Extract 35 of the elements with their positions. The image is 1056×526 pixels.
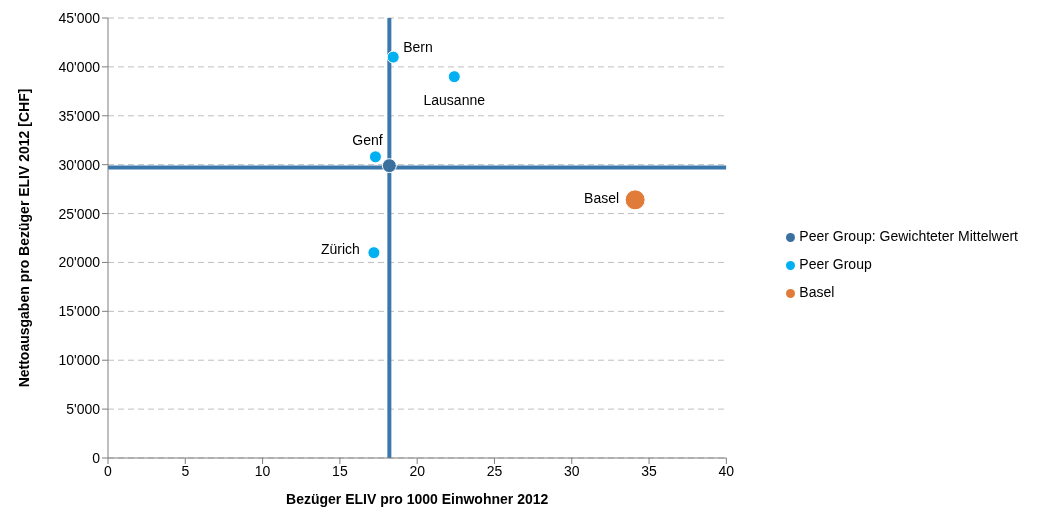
y-tick-label: 0 <box>92 449 101 466</box>
x-tick-label: 40 <box>718 462 735 479</box>
annotation: Lausanne <box>423 91 486 108</box>
y-tick-label: 40'000 <box>58 58 101 75</box>
y-tick-label: 35'000 <box>58 107 101 124</box>
x-tick-label: 20 <box>409 462 426 479</box>
annotation: Basel <box>584 189 620 206</box>
y-tick-label: 15'000 <box>58 303 101 320</box>
point <box>368 150 382 164</box>
y-tick-label: 10'000 <box>58 352 101 369</box>
legend-label: Peer Group: Gewichteter Mittelwert <box>799 228 1018 244</box>
x-tick-label: 15 <box>332 462 348 479</box>
y-tick-label: 30'000 <box>58 156 101 173</box>
annotation: Zürich <box>320 240 360 257</box>
annotation: Bern <box>403 39 433 56</box>
point <box>386 50 400 64</box>
y-tick-label: 5'000 <box>66 401 101 418</box>
y-tick-label: 25'000 <box>58 205 101 222</box>
y-tick-label: 20'000 <box>58 254 101 271</box>
y-axis-title: Nettoausgaben pro Bezüger ELIV 2012 [CHF] <box>15 88 32 388</box>
x-tick-label: 0 <box>104 462 113 479</box>
legend-label: Peer Group <box>799 256 872 272</box>
annotation: Genf <box>352 131 383 148</box>
x-tick-label: 30 <box>563 462 580 479</box>
x-axis-title: Bezüger ELIV pro 1000 Einwohner 2012 <box>286 491 549 507</box>
y-tick-label: 45'000 <box>58 9 101 26</box>
x-tick-label: 10 <box>254 462 271 479</box>
x-tick-label: 25 <box>486 462 503 479</box>
point <box>367 246 381 260</box>
point <box>624 189 646 211</box>
x-tick-label: 35 <box>641 462 658 479</box>
point <box>447 70 461 84</box>
x-tick-label: 5 <box>181 462 190 479</box>
legend-label: Basel <box>799 284 835 300</box>
point <box>381 158 397 174</box>
